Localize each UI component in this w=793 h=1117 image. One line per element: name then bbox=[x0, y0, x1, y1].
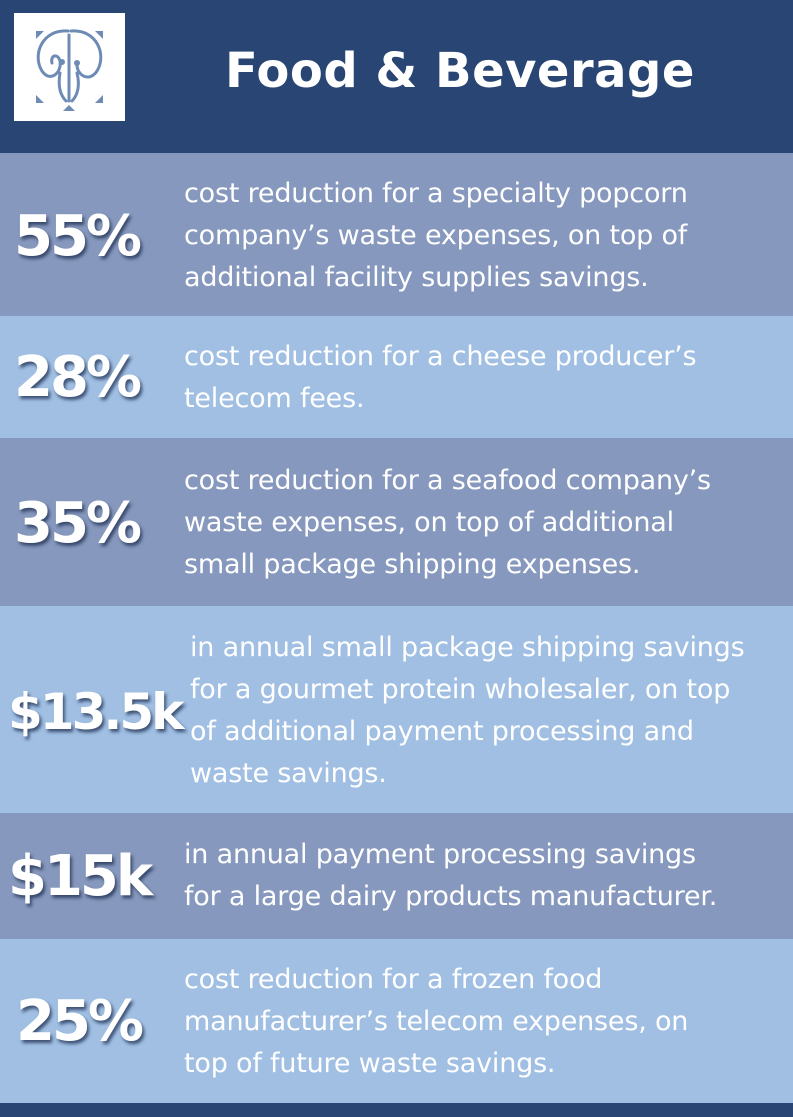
description-line: in annual payment processing savings bbox=[184, 839, 696, 870]
stat-row-seafood: 35% cost reduction for a seafood company… bbox=[0, 438, 793, 606]
stat-description: cost reduction for a cheese producer’s t… bbox=[184, 336, 697, 420]
description-line: cost reduction for a frozen food bbox=[184, 964, 603, 995]
description-line: in annual small package shipping savings bbox=[190, 632, 745, 663]
description-line: cost reduction for a seafood company’s bbox=[184, 465, 711, 496]
description-line: manufacturer’s telecom expenses, on bbox=[184, 1006, 689, 1037]
stat-description: cost reduction for a specialty popcorn c… bbox=[184, 173, 688, 299]
stat-description: cost reduction for a frozen food manufac… bbox=[184, 959, 688, 1085]
page-title: Food & Beverage bbox=[225, 43, 695, 99]
stat-value: 25% bbox=[16, 989, 144, 1054]
stat-value: 28% bbox=[14, 345, 142, 410]
stat-row-cheese: 28% cost reduction for a cheese producer… bbox=[0, 316, 793, 438]
description-line: company’s waste expenses, on top of bbox=[184, 220, 688, 251]
stat-value: 35% bbox=[14, 491, 142, 556]
stat-description: cost reduction for a seafood company’s w… bbox=[184, 460, 711, 586]
stat-row-popcorn: 55% cost reduction for a specialty popco… bbox=[0, 153, 793, 316]
description-line: of additional payment processing and bbox=[190, 716, 694, 747]
description-line: cost reduction for a cheese producer’s bbox=[184, 341, 697, 372]
stat-row-dairy: $15k in annual payment processing saving… bbox=[0, 813, 793, 939]
company-monogram-logo bbox=[14, 13, 125, 121]
description-line: telecom fees. bbox=[184, 383, 365, 414]
description-line: for a large dairy products manufacturer. bbox=[184, 881, 718, 912]
stat-value: 55% bbox=[14, 204, 142, 269]
logo-icon bbox=[36, 29, 103, 111]
stat-value: $13.5k bbox=[8, 683, 184, 741]
stat-description: in annual small package shipping savings… bbox=[190, 627, 745, 795]
description-line: waste expenses, on top of additional bbox=[184, 507, 674, 538]
description-line: for a gourmet protein wholesaler, on top bbox=[190, 674, 731, 705]
description-line: waste savings. bbox=[190, 758, 387, 789]
description-line: small package shipping expenses. bbox=[184, 549, 641, 580]
stat-row-frozen-food: 25% cost reduction for a frozen food man… bbox=[0, 939, 793, 1103]
footer-bar bbox=[0, 1103, 793, 1117]
header-banner: Food & Beverage bbox=[0, 0, 793, 153]
stat-row-protein: $13.5k in annual small package shipping … bbox=[0, 606, 793, 813]
description-line: cost reduction for a specialty popcorn bbox=[184, 178, 688, 209]
stat-value: $15k bbox=[8, 844, 153, 909]
description-line: top of future waste savings. bbox=[184, 1048, 556, 1079]
description-line: additional facility supplies savings. bbox=[184, 262, 649, 293]
stat-description: in annual payment processing savings for… bbox=[184, 834, 717, 918]
